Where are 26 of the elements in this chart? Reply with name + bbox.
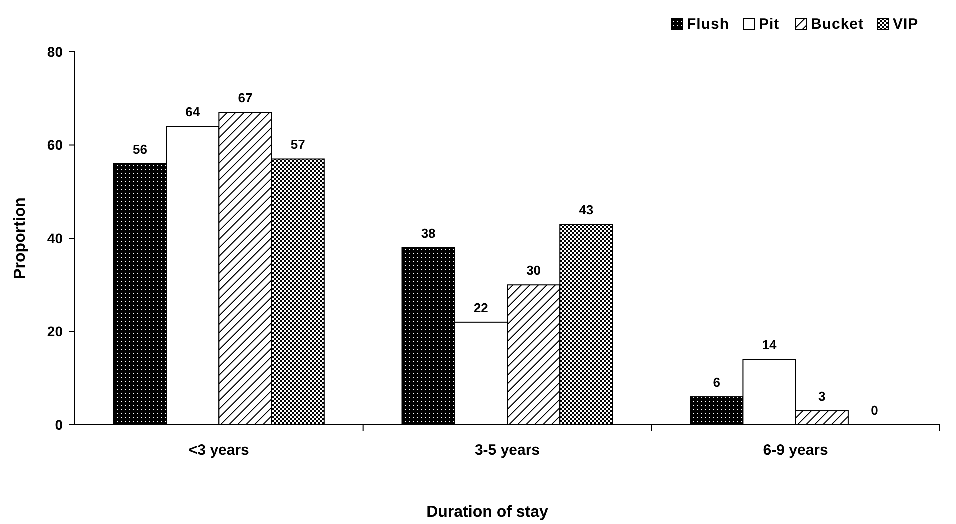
data-label: 6: [713, 375, 721, 390]
y-axis-title: Proportion: [12, 198, 29, 280]
data-label: 64: [186, 104, 201, 120]
y-tick-label: 80: [47, 44, 64, 60]
data-label: 22: [474, 300, 488, 316]
data-label: 38: [421, 226, 436, 241]
y-tick-label: 40: [47, 230, 64, 246]
y-tick-label: 0: [55, 416, 64, 433]
legend-label: VIP: [893, 16, 919, 33]
y-tick-label: 20: [47, 324, 64, 340]
legend-label: Bucket: [811, 16, 864, 33]
data-label: 57: [290, 137, 306, 152]
data-label: 0: [871, 403, 878, 418]
legend-label: Flush: [687, 16, 730, 33]
legend-label: Pit: [759, 16, 780, 33]
data-label: 56: [133, 142, 148, 157]
data-label: 30: [526, 263, 542, 278]
data-label: 14: [762, 338, 778, 353]
data-label: 43: [579, 202, 594, 218]
data-label: 67: [238, 90, 253, 106]
x-tick-label: 6-9 years: [763, 442, 828, 459]
x-axis-title: Duration of stay: [426, 504, 548, 521]
x-tick-label: <3 years: [188, 442, 250, 459]
y-tick-label: 60: [47, 137, 64, 154]
x-tick-label: 3-5 years: [474, 442, 540, 459]
data-label: 3: [818, 389, 826, 404]
